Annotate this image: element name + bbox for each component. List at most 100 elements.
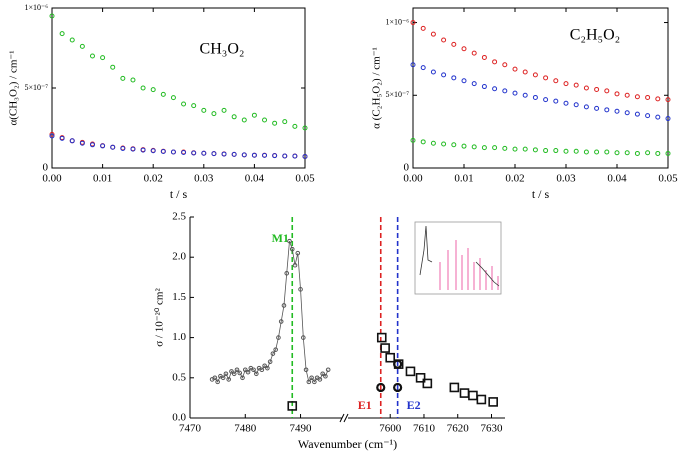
data-point [492,145,498,151]
data-point [295,250,301,256]
data-point [451,75,457,81]
data-point [492,86,498,92]
data-point [181,149,187,155]
data-point [282,119,288,125]
data-point [522,146,528,152]
data-point [420,65,426,71]
data-point [89,53,95,59]
data-point [110,144,116,150]
data-point [191,150,197,156]
data-point [410,20,416,26]
data-point [120,75,126,81]
data-point [140,147,146,153]
data-point [634,111,640,117]
data-square [449,382,460,393]
data-point [272,153,278,159]
data-point [471,144,477,150]
data-point [140,85,146,91]
data-point [532,72,538,78]
data-point [320,371,325,377]
data-point [563,148,569,154]
x-tick-label: 0.04 [245,173,265,185]
data-point [624,110,630,116]
data-point [292,123,298,129]
data-point [312,379,317,385]
data-point [655,96,661,102]
data-square [422,378,433,389]
data-point [543,148,549,154]
data-point [543,97,549,103]
data-point [289,246,295,252]
data-point [215,379,220,385]
y-tick-label: 1.0 [172,331,186,343]
data-point [303,367,309,373]
series-line [211,240,329,383]
data-ring [393,382,403,393]
data-point [278,319,284,324]
data-point [512,90,518,96]
data-point [284,270,290,276]
data-point [49,13,55,19]
x-tick-label: 0.05 [658,173,678,185]
data-point [237,370,243,376]
data-square [476,394,487,405]
data-point [241,117,247,123]
data-point [170,149,176,155]
plot-frame [51,7,306,169]
y-tick-label: 2.5 [172,211,186,223]
data-point [231,114,237,120]
data-point [624,92,630,98]
data-point [461,78,467,84]
x-tick-label: 0.02 [144,173,163,185]
data-point [461,143,467,149]
data-point [325,367,331,373]
data-point [532,94,538,100]
data-point [563,81,569,87]
data-point [262,363,267,369]
data-point [265,365,270,371]
data-point [604,107,610,113]
x-axis-label: Wavenumber (cm⁻¹) [298,437,397,451]
data-point [254,371,259,377]
data-point [522,92,528,98]
data-point [160,149,166,155]
data-point [240,375,245,381]
data-point [665,97,671,103]
data-point [89,142,95,148]
y-tick-label: 2.0 [172,251,186,263]
data-point [594,149,600,155]
data-point [262,117,268,123]
y-tick-label: 1×10⁻⁶ [385,17,409,26]
data-point [273,347,278,352]
data-square [287,401,298,411]
y-tick-label: 1.5 [172,291,186,303]
data-point [573,82,579,88]
data-point [420,25,426,31]
data-point [110,64,116,70]
data-square [380,343,390,353]
data-point [634,94,640,100]
data-point [170,95,176,101]
data-point [160,91,166,97]
data-point [451,142,457,148]
data-point [292,262,298,268]
y-tick-label: 0.5 [172,371,186,383]
data-point [130,77,136,83]
plot-frame [412,7,669,169]
data-point [302,153,308,159]
x-tick-label: 0.02 [505,173,524,185]
x-tick-label: 0.03 [194,173,214,185]
x-tick-label: 7630 [480,423,503,435]
data-point [251,152,257,158]
data-point [655,150,661,156]
data-point [553,78,559,84]
data-point [298,287,303,292]
data-point [79,43,85,49]
x-tick-label: 0.05 [295,173,315,185]
data-point [49,133,55,139]
data-point [270,351,276,356]
data-point [226,377,231,382]
data-point [130,146,136,152]
data-point [220,375,226,381]
marker-label: M1 [272,231,289,245]
